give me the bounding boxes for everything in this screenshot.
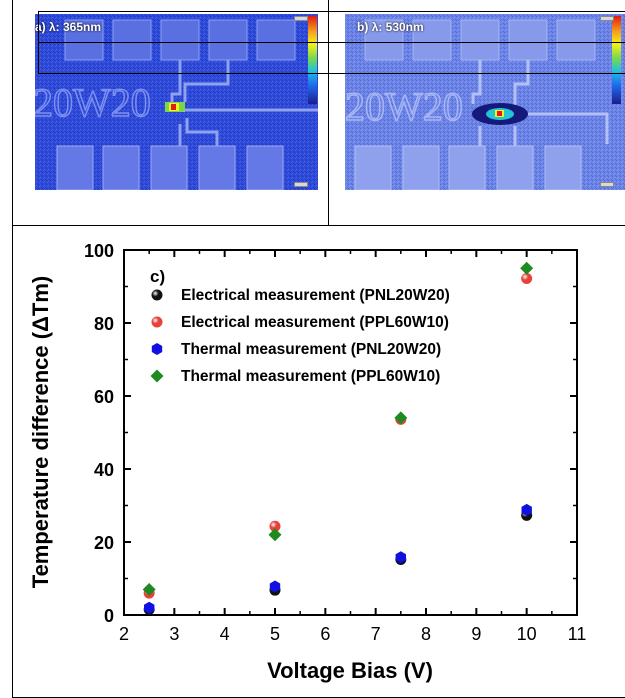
colorbar-b-min-tick <box>600 182 614 187</box>
x-tick-label: 8 <box>421 624 431 644</box>
x-tick-label: 4 <box>220 624 230 644</box>
legend-marker-2 <box>151 316 163 328</box>
x-tick-label: 7 <box>371 624 381 644</box>
colorbar-b-max-tick <box>600 16 614 21</box>
thermal-image-530nm: 20W20 <box>345 14 625 190</box>
y-tick-label: 60 <box>94 387 114 407</box>
y-tick-label: 20 <box>94 533 114 553</box>
colorbar-b <box>612 16 621 104</box>
panel-a-label: a) λ: 365nm <box>35 20 102 34</box>
data-point-series-3 <box>521 503 532 516</box>
watermark-b: 20W20 <box>345 84 463 129</box>
legend-label-1: Electrical measurement (PNL20W20) <box>181 287 450 304</box>
data-point-series-4 <box>268 528 282 542</box>
data-point-series-4 <box>394 411 408 425</box>
axes-frame <box>123 249 578 616</box>
watermark-a: 20W20 <box>35 80 151 125</box>
colorbar-a-max-tick <box>294 16 308 21</box>
legend-label-3: Thermal measurement (PNL20W20) <box>181 341 441 358</box>
legend-marker-3 <box>151 343 163 355</box>
legend-label-4: Thermal measurement (PPL60W10) <box>181 368 440 385</box>
x-tick-label: 11 <box>568 624 587 644</box>
x-tick-label: 9 <box>471 624 481 644</box>
data-point-series-2 <box>521 272 533 284</box>
legend: Electrical measurement (PNL20W20) Electri… <box>150 287 450 385</box>
data-point-series-4 <box>142 582 156 596</box>
x-tick-label: 2 <box>119 624 129 644</box>
zoom-box-inner <box>38 11 625 74</box>
data-point-series-4 <box>520 261 534 275</box>
top-row-divider <box>12 225 625 226</box>
data-point-series-2 <box>269 520 281 532</box>
x-tick-label: 10 <box>517 624 537 644</box>
legend-label-2: Electrical measurement (PPL60W10) <box>181 314 449 331</box>
top-column-divider <box>328 0 329 226</box>
y-axis-label: Temperature difference (ΔTm) <box>28 276 53 588</box>
legend-marker-4 <box>150 369 164 383</box>
x-axis-label: Voltage Bias (V) <box>267 658 433 683</box>
y-tick-label: 100 <box>84 241 114 261</box>
x-tick-label: 6 <box>320 624 330 644</box>
data-point-series-3 <box>395 551 406 564</box>
panel-b-label: b) λ: 530nm <box>357 20 424 34</box>
y-tick-label: 0 <box>104 606 114 626</box>
x-tick-label: 3 <box>169 624 179 644</box>
data-point-series-3 <box>144 601 155 614</box>
y-tick-label: 40 <box>94 460 114 480</box>
y-tick-label: 80 <box>94 314 114 334</box>
panel-c-label: c) <box>150 267 165 286</box>
colorbar-a-min-tick <box>294 182 308 187</box>
data-point-series-3 <box>269 580 281 593</box>
colorbar-a <box>308 16 317 104</box>
legend-marker-1 <box>151 289 163 301</box>
x-tick-label: 5 <box>270 624 280 644</box>
thermal-image-365nm: 20W20 <box>35 14 318 190</box>
plot-area: 2 3 4 5 6 7 8 9 10 11 0 20 40 60 80 100 <box>84 241 586 644</box>
